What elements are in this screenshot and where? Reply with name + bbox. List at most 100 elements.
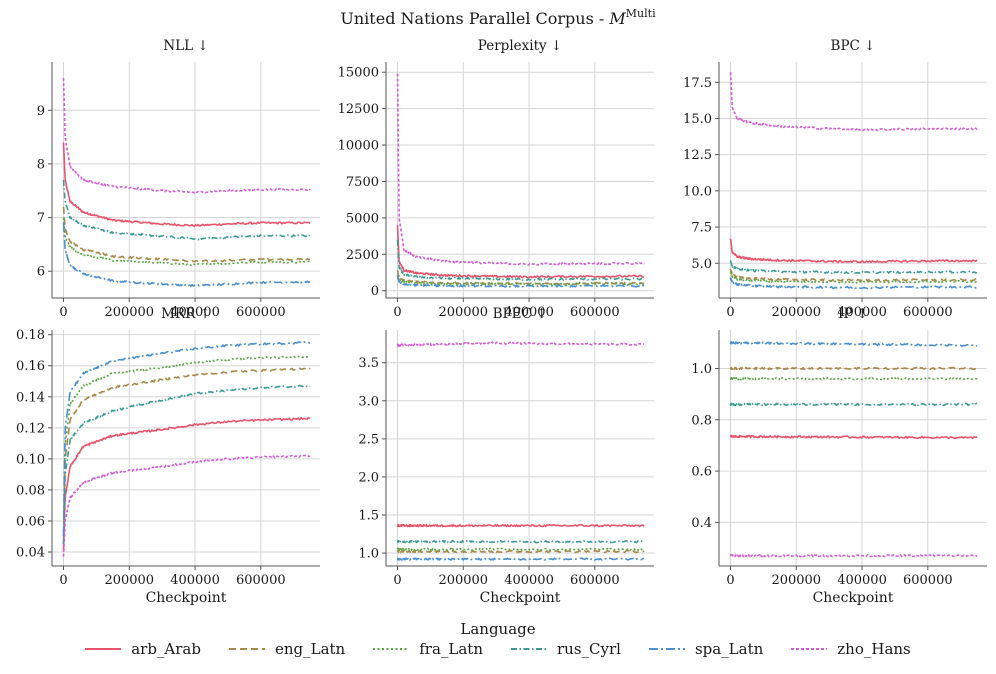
panel-4: 0 200000 400000 600000 0.04 0.06 0.08 0.10 0.12 0…	[16, 306, 320, 606]
x-tick-label: 200000	[104, 305, 154, 320]
series-line-arb_Arab	[396, 225, 645, 279]
y-tick-label: 0	[371, 284, 379, 299]
panel-title: MRR ↑	[161, 306, 211, 322]
y-tick-label: 0.6	[691, 465, 712, 480]
y-tick-label: 12500	[338, 102, 379, 117]
x-tick-label: 400000	[170, 305, 220, 320]
y-tick-label: 2.5	[358, 432, 379, 447]
y-tick-label: 1.0	[358, 547, 379, 562]
panel-3: 0 200000 400000 600000 5.0 7.5 10.0 12.5 15.0 17.…	[683, 38, 987, 320]
y-tick-label: 17.5	[683, 76, 712, 91]
y-tick-label: 0.4	[691, 516, 712, 531]
x-tick-label: 400000	[504, 573, 554, 588]
legend-item-arb_Arab: arb_Arab	[85, 640, 201, 658]
x-tick-label: 600000	[236, 573, 286, 588]
series-line-rus_Cyrl	[396, 239, 645, 281]
y-tick-label: 5000	[346, 211, 379, 226]
legend-item-eng_Latn: eng_Latn	[228, 640, 346, 658]
y-tick-label: 2.0	[358, 470, 379, 485]
y-tick-label: 10000	[338, 139, 379, 154]
legend-item-zho_Hans: zho_Hans	[791, 640, 911, 658]
series-line-eng_Latn	[396, 549, 645, 554]
series-line-spa_Latn	[729, 277, 978, 290]
y-tick-label: 7	[37, 211, 45, 226]
x-tick-label: 600000	[903, 573, 953, 588]
series-line-rus_Cyrl	[396, 539, 645, 544]
y-tick-label: 10.0	[683, 184, 712, 199]
panel-6: 0 200000 400000 600000 0.4 0.6 0.8 1.0 IP ↕ Check…	[691, 306, 987, 606]
legend-item-rus_Cyrl: rus_Cyrl	[510, 640, 621, 658]
x-tick-label: 400000	[837, 573, 887, 588]
x-tick-label: 200000	[771, 305, 821, 320]
x-axis-label: Checkpoint	[146, 590, 227, 606]
y-tick-label: 6	[37, 265, 45, 280]
y-tick-label: 0.14	[16, 390, 45, 405]
y-tick-label: 0.8	[691, 413, 712, 428]
legend-swatch	[648, 648, 685, 650]
x-tick-label: 200000	[438, 305, 488, 320]
y-tick-label: 0.06	[16, 514, 45, 529]
y-tick-label: 3.5	[358, 356, 379, 371]
series-line-spa_Latn	[396, 557, 645, 561]
series-line-eng_Latn	[729, 366, 978, 371]
legend-swatch	[791, 648, 828, 650]
panels: 0 200000 400000 600000 6 7 8 9 NLL ↓ 0 200000 40000…	[16, 38, 987, 606]
y-tick-label: 5.0	[691, 257, 712, 272]
panel-2: 0 200000 400000 600000 0 2500 5000 7500 10000 125…	[338, 38, 654, 320]
series-line-rus_Cyrl	[729, 402, 978, 407]
legend-label: arb_Arab	[131, 640, 201, 658]
series-line-spa_Latn	[62, 222, 311, 288]
figure-title-sup: Multi	[626, 7, 656, 20]
series-line-arb_Arab	[729, 238, 978, 264]
series-line-fra_Latn	[396, 547, 645, 551]
series-line-fra_Latn	[729, 271, 978, 284]
legend-item-spa_Latn: spa_Latn	[648, 640, 764, 658]
series-line-zho_Hans	[729, 72, 978, 132]
x-tick-label: 400000	[504, 305, 554, 320]
legend-label: eng_Latn	[274, 640, 346, 658]
series-line-eng_Latn	[62, 367, 311, 545]
legend-label: zho_Hans	[837, 640, 911, 658]
figure-title-text: United Nations Parallel Corpus -	[340, 9, 609, 28]
y-tick-label: 7500	[346, 175, 379, 190]
y-tick-label: 0.10	[16, 452, 45, 467]
y-tick-label: 7.5	[691, 221, 712, 236]
panel-1: 0 200000 400000 600000 6 7 8 9 NLL ↓	[37, 38, 320, 320]
x-tick-label: 400000	[170, 573, 220, 588]
series-line-zho_Hans	[396, 341, 645, 347]
figure-title-math: M	[608, 9, 626, 28]
x-tick-label: 600000	[903, 305, 953, 320]
x-tick-label: 200000	[438, 573, 488, 588]
panel-title: Perplexity ↓	[478, 38, 562, 54]
series-line-zho_Hans	[729, 553, 978, 558]
series-line-spa_Latn	[62, 341, 311, 537]
y-tick-label: 0.16	[16, 359, 45, 374]
y-tick-label: 0.08	[16, 483, 45, 498]
y-tick-label: 0.12	[16, 421, 45, 436]
x-tick-label: 600000	[570, 305, 620, 320]
series-line-rus_Cyrl	[729, 259, 978, 275]
y-tick-label: 3.0	[358, 394, 379, 409]
panel-5: 0 200000 400000 600000 1.0 1.5 2.0 2.5 3.0 3.5 BPE…	[358, 306, 654, 606]
y-tick-label: 15000	[338, 66, 379, 81]
x-tick-label: 600000	[570, 573, 620, 588]
legend-title: Language	[460, 620, 536, 638]
y-tick-label: 15.0	[683, 112, 712, 127]
x-tick-label: 200000	[104, 573, 154, 588]
legend-swatch	[228, 648, 265, 650]
panel-title: IP ↕	[838, 306, 868, 322]
legend-swatch	[373, 648, 410, 650]
x-tick-label: 0	[726, 305, 734, 320]
y-tick-label: 0.04	[16, 546, 45, 561]
legend: Language arb_Arab eng_Latn fra_Latn rus_Cyr…	[0, 620, 996, 670]
x-tick-label: 0	[59, 305, 67, 320]
y-tick-label: 12.5	[683, 148, 712, 163]
y-tick-label: 2500	[346, 248, 379, 263]
x-tick-label: 400000	[837, 305, 887, 320]
y-tick-label: 9	[37, 104, 45, 119]
series-line-arb_Arab	[729, 434, 978, 440]
legend-label: spa_Latn	[694, 640, 764, 658]
x-axis-label: Checkpoint	[480, 590, 561, 606]
series-line-rus_Cyrl	[62, 179, 311, 241]
